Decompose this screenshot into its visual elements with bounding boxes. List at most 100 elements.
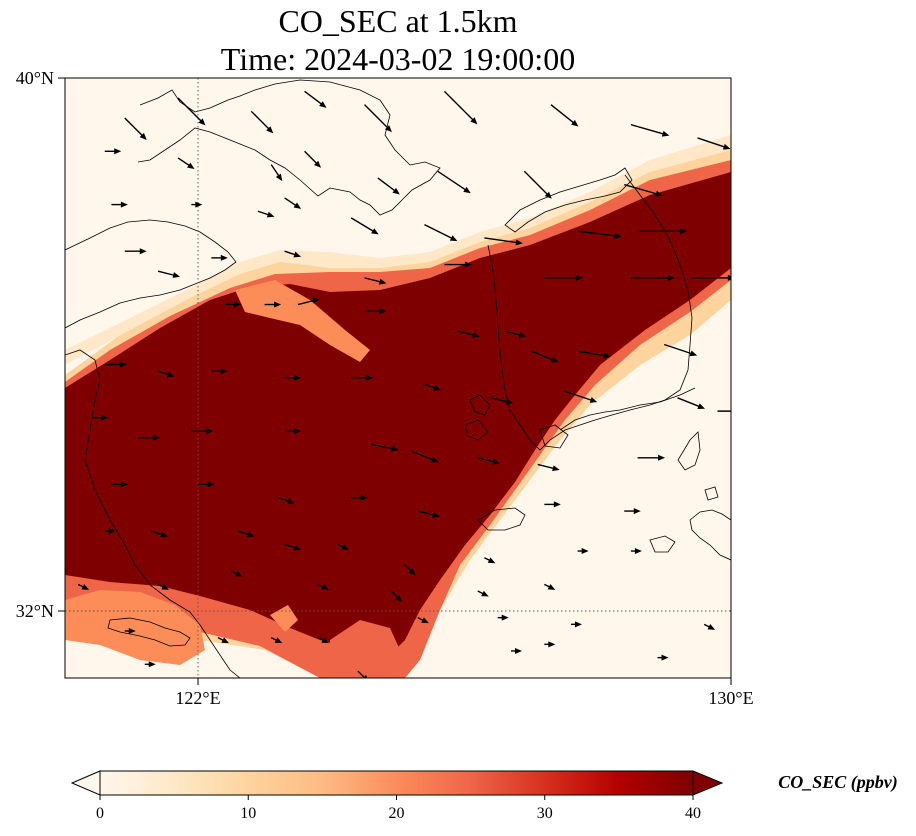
wind-arrow-shaft [550, 104, 576, 125]
wind-arrow-head [379, 308, 387, 315]
wind-arrow-head [321, 637, 329, 644]
wind-arrow-shaft [537, 463, 556, 470]
wind-arrow [630, 123, 670, 137]
wind-arrow-head [274, 301, 282, 308]
wind-arrow [424, 223, 458, 242]
coastline-korea-north [504, 167, 633, 233]
wind-arrow-head [432, 511, 440, 518]
wind-arrow [417, 510, 440, 518]
wind-arrow-head [603, 352, 611, 359]
wind-arrow [124, 248, 147, 255]
wind-arrow [191, 428, 214, 435]
wind-arrow-head [614, 232, 622, 239]
wind-arrow [277, 497, 295, 504]
wind-arrow [564, 390, 598, 403]
wind-arrow-head [293, 544, 302, 551]
wind-arrow [550, 104, 579, 127]
wind-arrow [457, 330, 480, 338]
wind-arrow-head [119, 361, 127, 368]
wind-arrow-shaft [477, 457, 497, 463]
wind-arrow-shaft [350, 217, 376, 233]
wind-arrow-head [421, 617, 429, 624]
wind-arrow [250, 110, 274, 134]
wind-arrow-head [633, 508, 641, 515]
plume-core [65, 172, 731, 660]
lat-tick-label-32: 32°N [16, 601, 54, 621]
wind-arrow-shaft [157, 270, 177, 277]
colorbar-tick-label: 0 [96, 805, 104, 822]
wind-arrow-head [395, 594, 403, 603]
wind-arrow [211, 368, 228, 375]
wind-arrow-shaft [377, 177, 398, 193]
wind-arrow-head [661, 130, 670, 137]
wind-arrow-shaft [417, 510, 437, 517]
wind-arrow [104, 528, 116, 535]
wind-arrow-head [220, 368, 228, 375]
wind-arrow [364, 277, 387, 285]
wind-arrow-head [187, 162, 195, 169]
wind-arrow [403, 563, 416, 576]
wind-arrow-shaft [304, 150, 319, 166]
wind-arrow [624, 183, 663, 197]
wind-arrow-head [547, 584, 556, 590]
wind-arrow [637, 228, 688, 235]
wind-arrow [371, 443, 399, 452]
wind-arrow-head [81, 584, 90, 590]
wind-arrow-head [515, 647, 523, 654]
wind-arrow [284, 428, 302, 435]
wind-arrow-shaft [457, 330, 477, 337]
wind-arrow-head [234, 301, 242, 308]
wind-arrow [77, 583, 90, 590]
wind-arrow [490, 397, 514, 405]
wind-arrow-head [481, 590, 489, 597]
wind-arrow-head [392, 187, 400, 195]
coastline-yangtze-mouth [107, 617, 191, 647]
wind-arrow [264, 301, 282, 308]
lon-tick-label-122: 122°E [175, 688, 220, 708]
wind-arrow-head [166, 371, 175, 378]
wind-arrow-head [722, 143, 731, 150]
wind-arrow [697, 137, 731, 150]
wind-arrow [144, 661, 156, 668]
wind-arrow [677, 397, 706, 409]
wind-arrow-head [552, 465, 560, 472]
wind-arrow [270, 637, 283, 644]
wind-arrow-head [294, 374, 302, 381]
wind-arrow-head [341, 544, 349, 550]
wind-arrow-head [293, 251, 302, 258]
wind-arrow [297, 297, 320, 306]
wind-arrow-head [274, 637, 283, 644]
wind-arrow [537, 463, 560, 472]
coastline-jeju [477, 507, 526, 531]
coastline-japan-kyushu [649, 431, 731, 561]
wind-arrow-head [128, 627, 136, 634]
lon-tick-label-130: 130°E [708, 688, 753, 708]
wind-arrow [364, 308, 387, 315]
wind-arrow [657, 654, 669, 661]
wind-arrow [544, 583, 556, 590]
wind-arrow-head [160, 531, 168, 538]
wind-arrow [284, 250, 302, 258]
wind-arrow-shaft [697, 137, 727, 149]
wind-arrow-shaft [437, 170, 468, 192]
wind-arrow-shaft [564, 390, 594, 402]
wind-arrow-head [120, 481, 128, 488]
map-frame [64, 77, 732, 679]
wind-arrow [511, 647, 523, 654]
wind-arrow-head [153, 434, 161, 441]
wind-arrow [304, 150, 322, 168]
wind-arrow [157, 370, 175, 378]
wind-arrow [484, 237, 523, 246]
wind-arrow [437, 170, 471, 194]
wind-arrow [377, 177, 400, 195]
wind-arrow-shaft [304, 90, 324, 106]
wind-arrow [237, 530, 255, 538]
wind-arrow [544, 274, 583, 281]
wind-arrow-head [548, 641, 556, 648]
coastline-liaodong [137, 79, 441, 216]
wind-arrow [157, 270, 181, 278]
wind-arrow [444, 261, 472, 268]
wind-arrow-head [207, 481, 215, 488]
wind-arrow-shaft [577, 350, 607, 357]
